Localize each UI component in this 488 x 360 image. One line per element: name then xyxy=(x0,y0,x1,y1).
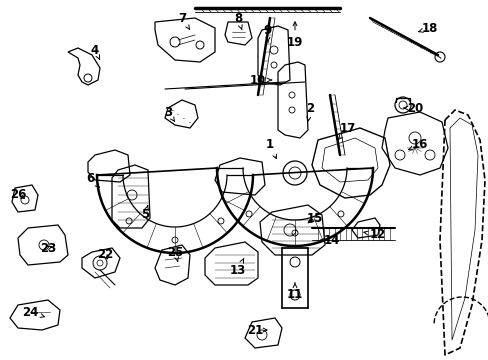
Text: 2: 2 xyxy=(305,102,313,121)
Text: 13: 13 xyxy=(229,258,245,276)
Text: 12: 12 xyxy=(363,229,386,242)
Text: 16: 16 xyxy=(408,139,427,152)
Text: 9: 9 xyxy=(264,23,271,42)
Text: 23: 23 xyxy=(40,242,56,255)
Text: 14: 14 xyxy=(320,234,340,247)
Text: 10: 10 xyxy=(249,73,271,86)
Text: 24: 24 xyxy=(22,306,44,319)
Text: 18: 18 xyxy=(418,22,437,35)
Text: 6: 6 xyxy=(86,171,99,187)
Text: 7: 7 xyxy=(178,12,189,30)
Text: 5: 5 xyxy=(141,206,149,221)
Text: 20: 20 xyxy=(403,102,422,114)
Text: 1: 1 xyxy=(265,139,276,158)
Text: 8: 8 xyxy=(233,12,242,30)
Text: 17: 17 xyxy=(338,122,355,140)
Text: 22: 22 xyxy=(97,248,113,261)
Text: 25: 25 xyxy=(166,246,183,261)
Text: 21: 21 xyxy=(246,324,266,337)
Text: 3: 3 xyxy=(163,105,174,121)
Text: 15: 15 xyxy=(306,211,323,225)
Text: 4: 4 xyxy=(91,44,100,59)
Text: 19: 19 xyxy=(286,22,303,49)
Text: 26: 26 xyxy=(10,189,26,202)
Text: 11: 11 xyxy=(286,283,303,302)
